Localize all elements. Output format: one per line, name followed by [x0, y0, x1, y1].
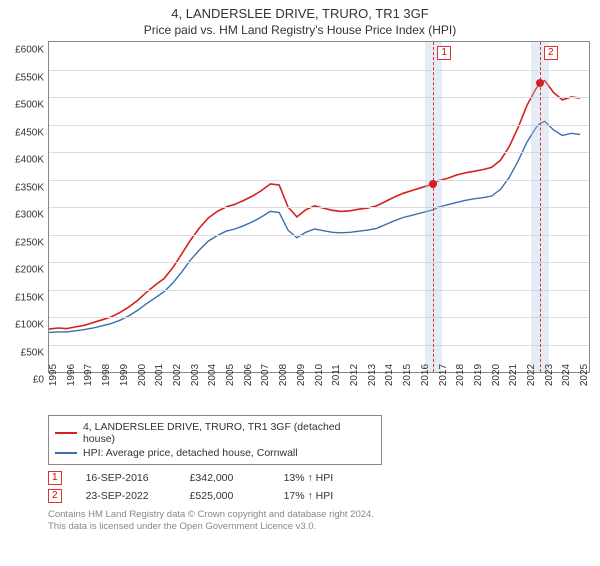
sale-dot [536, 79, 544, 87]
sale-marker-line [540, 42, 541, 372]
sale-price: £342,000 [190, 472, 260, 484]
y-tick-label: £100K [15, 320, 44, 331]
sale-row: 2 23-SEP-2022 £525,000 17% ↑ HPI [48, 487, 590, 505]
sale-marker-label: 2 [544, 46, 558, 60]
legend-swatch [55, 452, 77, 454]
sale-badge: 1 [48, 471, 62, 485]
x-tick-label: 2012 [349, 364, 360, 386]
x-tick-label: 2017 [438, 364, 449, 386]
x-tick-label: 2007 [260, 364, 271, 386]
gridline [49, 152, 589, 153]
chart-subtitle: Price paid vs. HM Land Registry's House … [0, 23, 600, 37]
x-tick-label: 2014 [384, 364, 395, 386]
gridline [49, 125, 589, 126]
y-tick-label: £150K [15, 292, 44, 303]
y-tick-label: £400K [15, 155, 44, 166]
x-tick-label: 1996 [66, 364, 77, 386]
x-tick-label: 2016 [420, 364, 431, 386]
gridline [49, 180, 589, 181]
x-tick-label: 2009 [296, 364, 307, 386]
sale-badge: 2 [48, 489, 62, 503]
sale-row: 1 16-SEP-2016 £342,000 13% ↑ HPI [48, 469, 590, 487]
x-tick-label: 2021 [508, 364, 519, 386]
sale-marker-line [433, 42, 434, 372]
y-tick-label: £350K [15, 182, 44, 193]
y-tick-label: £500K [15, 100, 44, 111]
x-tick-label: 2025 [579, 364, 590, 386]
y-tick-label: £600K [15, 45, 44, 56]
x-tick-label: 2011 [331, 364, 342, 386]
x-tick-label: 2000 [137, 364, 148, 386]
attribution-line: This data is licensed under the Open Gov… [48, 521, 590, 533]
y-tick-label: £550K [15, 72, 44, 83]
y-tick-label: £0 [33, 375, 44, 386]
gridline [49, 345, 589, 346]
legend-label: HPI: Average price, detached house, Corn… [83, 447, 298, 459]
gridline [49, 290, 589, 291]
x-tick-label: 2005 [225, 364, 236, 386]
x-tick-label: 2010 [314, 364, 325, 386]
sale-date: 23-SEP-2022 [86, 490, 166, 502]
y-tick-label: £200K [15, 265, 44, 276]
x-tick-label: 2020 [491, 364, 502, 386]
chart-legend: 4, LANDERSLEE DRIVE, TRURO, TR1 3GF (det… [48, 415, 382, 465]
x-tick-label: 1998 [101, 364, 112, 386]
x-tick-label: 2015 [402, 364, 413, 386]
gridline [49, 262, 589, 263]
x-tick-label: 2001 [154, 364, 165, 386]
y-tick-label: £450K [15, 127, 44, 138]
x-tick-label: 2008 [278, 364, 289, 386]
gridline [49, 70, 589, 71]
sale-hpi-diff: 13% ↑ HPI [284, 472, 364, 484]
x-tick-label: 2003 [190, 364, 201, 386]
x-tick-label: 2019 [473, 364, 484, 386]
sale-hpi-diff: 17% ↑ HPI [284, 490, 364, 502]
x-tick-label: 2013 [367, 364, 378, 386]
chart-title: 4, LANDERSLEE DRIVE, TRURO, TR1 3GF [0, 6, 600, 21]
series-line-property [49, 81, 580, 330]
y-tick-label: £300K [15, 210, 44, 221]
chart-plot-area: 12 [48, 41, 590, 373]
sales-table: 1 16-SEP-2016 £342,000 13% ↑ HPI 2 23-SEP-202… [48, 469, 590, 505]
gridline [49, 207, 589, 208]
x-tick-label: 1997 [83, 364, 94, 386]
sale-dot [429, 180, 437, 188]
x-tick-label: 1999 [119, 364, 130, 386]
y-tick-label: £50K [21, 347, 44, 358]
x-tick-label: 2023 [544, 364, 555, 386]
legend-label: 4, LANDERSLEE DRIVE, TRURO, TR1 3GF (det… [83, 421, 375, 445]
gridline [49, 317, 589, 318]
y-tick-label: £250K [15, 237, 44, 248]
x-axis: 1995199619971998199920002001200220032004… [48, 373, 590, 409]
legend-swatch [55, 432, 77, 434]
gridline [49, 235, 589, 236]
x-tick-label: 1995 [48, 364, 59, 386]
x-tick-label: 2022 [526, 364, 537, 386]
y-axis: £0£50K£100K£150K£200K£250K£300K£350K£400… [0, 50, 46, 380]
legend-item: 4, LANDERSLEE DRIVE, TRURO, TR1 3GF (det… [55, 420, 375, 446]
sale-date: 16-SEP-2016 [86, 472, 166, 484]
x-tick-label: 2024 [561, 364, 572, 386]
legend-item: HPI: Average price, detached house, Corn… [55, 446, 375, 460]
sale-price: £525,000 [190, 490, 260, 502]
attribution-text: Contains HM Land Registry data © Crown c… [48, 509, 590, 533]
x-tick-label: 2006 [243, 364, 254, 386]
x-tick-label: 2002 [172, 364, 183, 386]
sale-marker-label: 1 [437, 46, 451, 60]
x-tick-label: 2004 [207, 364, 218, 386]
attribution-line: Contains HM Land Registry data © Crown c… [48, 509, 590, 521]
gridline [49, 97, 589, 98]
x-tick-label: 2018 [455, 364, 466, 386]
